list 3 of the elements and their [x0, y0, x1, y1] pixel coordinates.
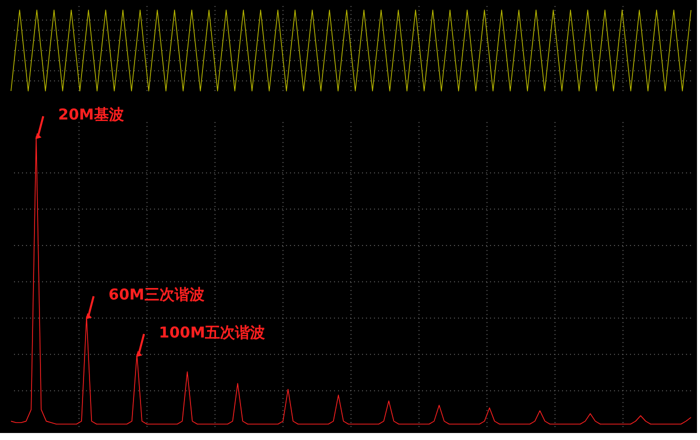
annotation: 60M三次谐波	[108, 286, 204, 304]
annotation: 100M五次谐波	[158, 323, 266, 342]
text: 20M基波	[58, 106, 124, 124]
